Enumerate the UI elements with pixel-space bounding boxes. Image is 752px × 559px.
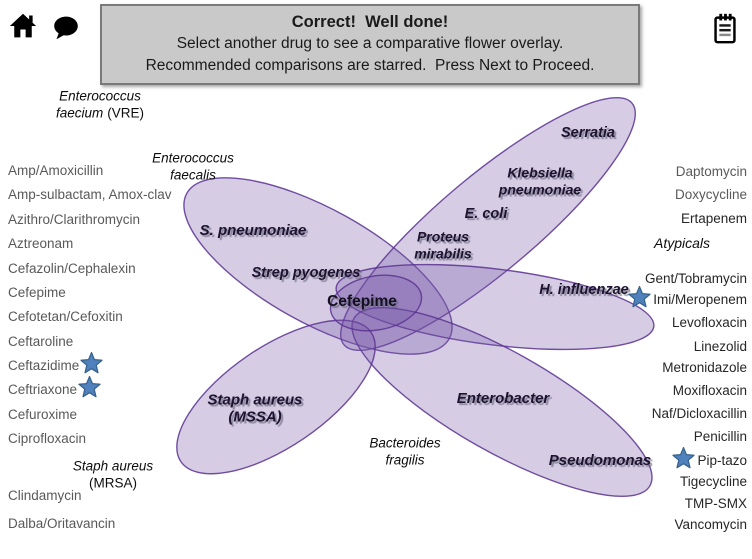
left-drug-amp-amoxicillin[interactable]: Amp/Amoxicillin [8,162,103,179]
left-drug-cefotetan-cefoxitin[interactable]: Cefotetan/Cefoxitin [8,308,123,325]
drug-label: Levofloxacin [671,315,747,330]
home-icon[interactable] [8,12,38,40]
left-drug-dalba-oritavancin[interactable]: Dalba/Oritavancin [8,515,115,532]
drug-label: Amp-sulbactam, Amox-clav [8,187,172,202]
left-drug-clindamycin[interactable]: Clindamycin [8,487,82,504]
organism-staph-aureus-mrsa: Staph aureus (MRSA) [72,458,154,491]
notepad-icon[interactable] [708,10,742,46]
drug-label: Azithro/Clarithromycin [8,212,141,227]
drug-label: Ceftazidime [8,358,80,373]
recommendation-star-icon [672,446,696,469]
drug-label: Ceftriaxone [8,382,78,397]
right-drug-vancomycin[interactable]: Vancomycin [674,516,747,533]
drug-label: Daptomycin [675,164,747,179]
organism-bacteroides-fragilis: Bacteroides fragilis [369,435,441,468]
drug-label: Penicillin [693,429,747,444]
organism-pseudomonas: Pseudomonas [548,451,652,469]
right-drug-doxycycline[interactable]: Doxycycline [675,186,747,203]
organism-enterococcus-faecium-vre: Enterococcus faecium (VRE) [55,88,145,121]
organism-enterobacter: Enterobacter [456,389,550,407]
organism-serratia: Serratia [560,124,616,141]
feedback-banner: Correct! Well done! Select another drug … [100,4,640,85]
drug-label: Amp/Amoxicillin [8,163,104,178]
drug-label: Doxycycline [674,187,747,202]
feedback-line2: Select another drug to see a comparative… [176,35,564,52]
drug-label: Ertapenem [680,211,747,226]
drug-label: Cefazolin/Cephalexin [8,261,136,276]
drug-label: Metronidazole [662,360,747,375]
left-drug-cefepime[interactable]: Cefepime [8,284,66,301]
petal-staph-mssa [176,319,376,475]
right-drug-imi-meropenem[interactable]: Imi/Meropenem [627,285,747,310]
petal-enterics-upper [340,96,636,352]
left-drug-cefuroxime[interactable]: Cefuroxime [8,406,77,423]
drug-label: Cefepime [8,285,66,300]
organism-enterococcus-faecalis: Enterococcus faecalis [152,150,234,183]
right-drug-ertapenem[interactable]: Ertapenem [681,210,747,227]
right-drug-penicillin[interactable]: Penicillin [694,428,747,445]
drug-label: Linezolid [693,339,747,354]
right-drug-tigecycline[interactable]: Tigecycline [680,473,747,490]
left-drug-ceftriaxone[interactable]: Ceftriaxone [8,375,102,400]
drug-label: Moxifloxacin [672,383,747,398]
organism-strep-pyogenes: Strep pyogenes [251,264,361,281]
right-drug-pip-tazo[interactable]: Pip-tazo [671,446,747,471]
petal-enterobacter-pseudomonas [351,306,653,498]
left-drug-aztreonam[interactable]: Aztreonam [8,235,73,252]
left-drug-cefazolin-cephalexin[interactable]: Cefazolin/Cephalexin [8,260,136,277]
drug-label: TMP-SMX [684,496,747,511]
drug-label: Cefuroxime [8,407,78,422]
organism-h-influenzae: H. influenzae [539,281,629,298]
feedback-line3: Recommended comparisons are starred. Pre… [145,57,595,74]
right-drug-moxifloxacin[interactable]: Moxifloxacin [673,382,747,399]
right-drug-linezolid[interactable]: Linezolid [694,338,747,355]
left-drug-amp-sulbactam-amox-clav[interactable]: Amp-sulbactam, Amox-clav [8,186,172,203]
chat-bubble-icon[interactable] [50,13,82,42]
drug-label: Cefotetan/Cefoxitin [8,309,123,324]
left-drug-azithro-clarithromycin[interactable]: Azithro/Clarithromycin [8,211,140,228]
organism-proteus: Proteus mirabilis [414,228,472,262]
drug-label: Ciprofloxacin [8,431,87,446]
left-drug-ciprofloxacin[interactable]: Ciprofloxacin [8,430,86,447]
right-drug-naf-dicloxacillin[interactable]: Naf/Dicloxacillin [652,405,747,422]
organism-atypicals: Atypicals [653,234,711,251]
petal-h-influenzae [335,263,655,351]
organism-e-coli: E. coli [464,205,508,222]
drug-label: Dalba/Oritavancin [8,516,116,531]
drug-label: Tigecycline [679,474,747,489]
right-drug-gent-tobramycin[interactable]: Gent/Tobramycin [645,270,747,287]
drug-label: Clindamycin [8,488,82,503]
right-drug-metronidazole[interactable]: Metronidazole [662,359,747,376]
recommendation-star-icon [628,285,651,308]
drug-label: Pip-tazo [697,453,747,468]
petal-center-small [329,274,423,332]
organism-staph-mssa: Staph aureus (MSSA) [207,391,303,425]
drug-label: Vancomycin [674,517,747,532]
drug-label: Naf/Dicloxacillin [651,406,747,421]
drug-label: Gent/Tobramycin [644,271,747,286]
drug-label: Imi/Meropenem [653,292,747,307]
feedback-title: Correct! Well done! [291,13,449,31]
organism-klebsiella: Klebsiella pneumoniae [498,164,582,198]
left-drug-ceftazidime[interactable]: Ceftazidime [8,351,104,376]
right-drug-daptomycin[interactable]: Daptomycin [676,163,747,180]
drug-label: Aztreonam [8,236,74,251]
recommendation-star-icon [78,375,101,398]
organism-s-pneumoniae: S. pneumoniae [199,221,307,239]
left-drug-ceftaroline[interactable]: Ceftaroline [8,333,73,350]
right-drug-levofloxacin[interactable]: Levofloxacin [672,314,747,331]
drug-label: Ceftaroline [8,334,74,349]
right-drug-tmp-smx[interactable]: TMP-SMX [685,495,747,512]
selected-drug-label: Cefepime [327,293,397,310]
recommendation-star-icon [80,351,103,374]
